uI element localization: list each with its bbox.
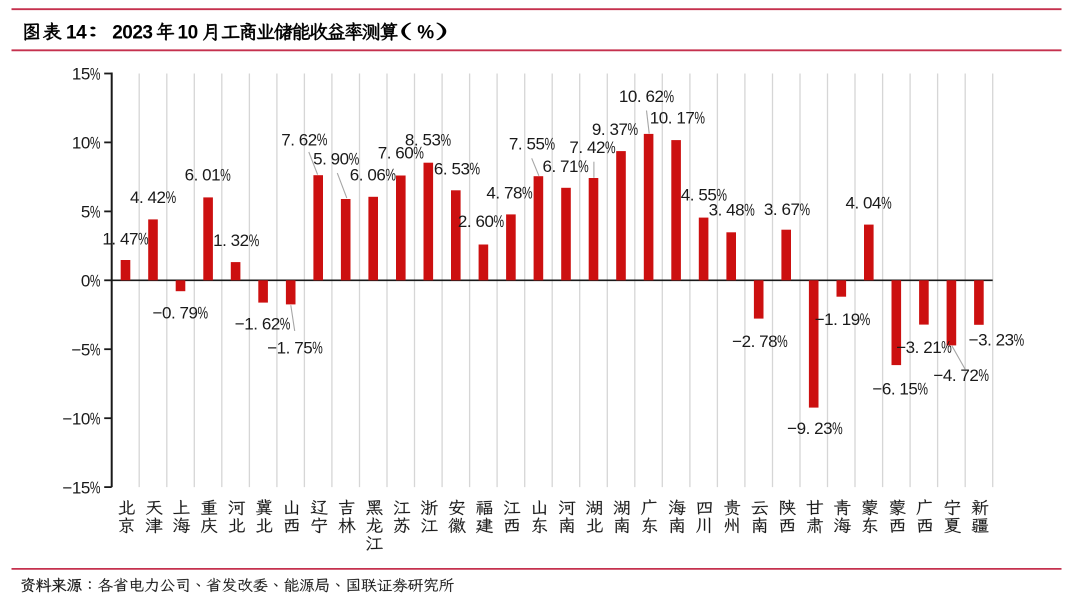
svg-text:%: %	[417, 23, 434, 44]
svg-text:15: 15	[72, 65, 90, 84]
svg-text:1. 47: 1. 47	[102, 230, 138, 249]
svg-text:7. 62: 7. 62	[281, 130, 317, 149]
svg-text:3. 67: 3. 67	[764, 200, 800, 219]
svg-text:2023: 2023	[112, 23, 152, 44]
svg-text:6. 01: 6. 01	[185, 166, 221, 185]
svg-text:4. 55: 4. 55	[681, 186, 717, 205]
svg-text:2. 60: 2. 60	[458, 212, 494, 231]
svg-text:−0. 79: −0. 79	[153, 304, 198, 323]
svg-text:10: 10	[178, 23, 198, 44]
svg-text:−6. 15: −6. 15	[872, 380, 917, 399]
svg-text:6. 71: 6. 71	[543, 157, 579, 176]
svg-text:9. 37: 9. 37	[592, 120, 628, 139]
svg-text:−4. 72: −4. 72	[933, 366, 978, 385]
svg-text:−10: −10	[62, 409, 90, 428]
svg-text:−3. 21: −3. 21	[896, 338, 941, 357]
svg-text:7. 60: 7. 60	[378, 144, 414, 163]
svg-text:−3. 23: −3. 23	[969, 331, 1014, 350]
svg-text:5: 5	[81, 203, 90, 222]
svg-text:10. 62: 10. 62	[619, 87, 664, 106]
svg-text:4. 78: 4. 78	[486, 184, 522, 203]
svg-text:−5: −5	[71, 340, 89, 359]
svg-text:−1. 62: −1. 62	[235, 315, 280, 334]
svg-text:10. 17: 10. 17	[650, 109, 695, 128]
svg-text:10: 10	[72, 134, 90, 153]
svg-text:1. 32: 1. 32	[213, 231, 249, 250]
svg-text:4. 42: 4. 42	[130, 188, 166, 207]
svg-text:6. 06: 6. 06	[350, 166, 386, 185]
svg-text:4. 04: 4. 04	[846, 194, 882, 213]
svg-text:8. 53: 8. 53	[405, 131, 441, 150]
svg-text:7. 55: 7. 55	[509, 135, 545, 154]
svg-text:−1. 19: −1. 19	[815, 310, 860, 329]
svg-text:6. 53: 6. 53	[434, 159, 470, 178]
svg-text:5. 90: 5. 90	[313, 150, 349, 169]
svg-text:14: 14	[66, 23, 87, 44]
svg-text:−15: −15	[62, 478, 90, 497]
svg-text:0: 0	[81, 272, 90, 291]
svg-text:−2. 78: −2. 78	[732, 332, 777, 351]
svg-text:−9. 23: −9. 23	[787, 419, 832, 438]
svg-text:7. 42: 7. 42	[569, 138, 605, 157]
svg-text:3. 48: 3. 48	[709, 201, 745, 220]
svg-text:−1. 75: −1. 75	[267, 338, 312, 357]
